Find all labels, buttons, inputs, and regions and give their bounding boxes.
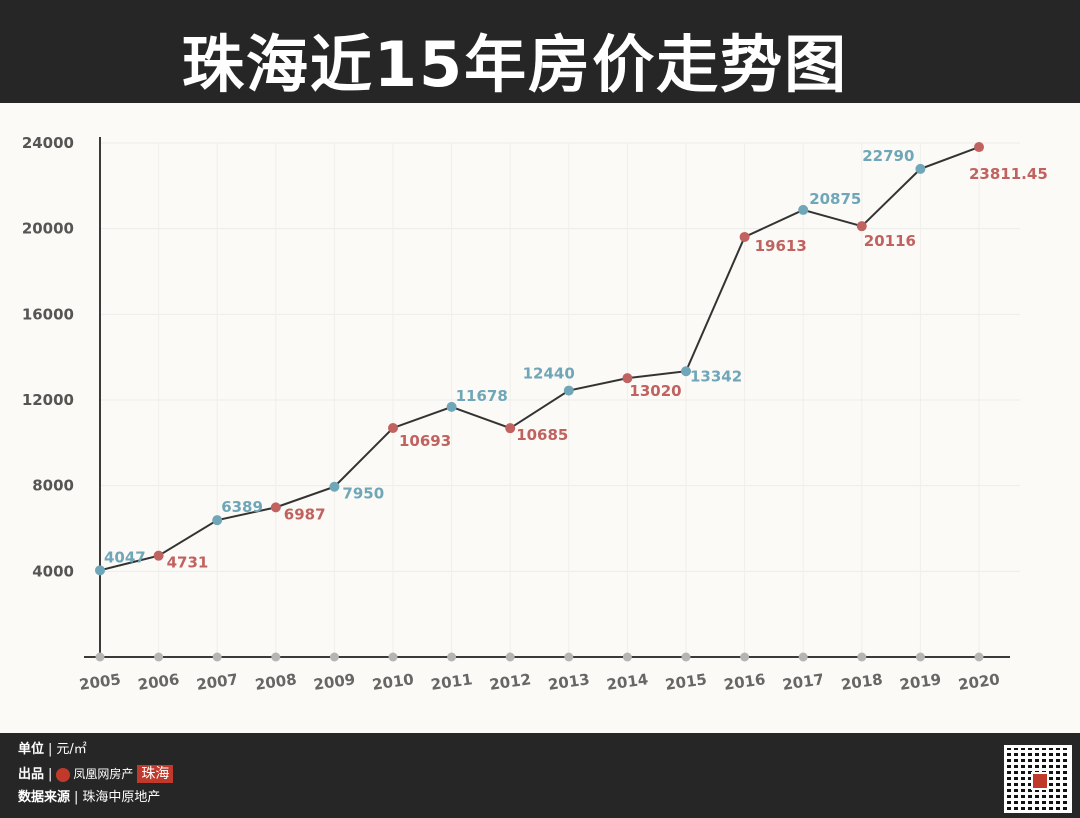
x-tick-dot xyxy=(388,652,398,662)
source-row: 数据来源 | 珠海中原地产 xyxy=(18,788,160,808)
data-label: 4731 xyxy=(167,554,209,572)
footer: 单位 | 元/㎡ 出品 | 凤凰网房产 珠海 数据来源 | 珠海中原地产 xyxy=(0,733,1080,818)
producer-key: 出品 xyxy=(18,767,45,782)
data-label: 4047 xyxy=(104,548,146,566)
data-point xyxy=(974,142,984,153)
x-tick-label: 2013 xyxy=(547,670,591,694)
x-tick-label: 2006 xyxy=(137,670,181,694)
x-tick-dot xyxy=(212,652,222,662)
data-label: 12440 xyxy=(523,365,575,383)
x-tick-dot xyxy=(798,652,808,662)
data-label: 22790 xyxy=(862,147,914,165)
plot-area: 4000 8000 12000 16000 20000 24000 2005 2006 2007… xyxy=(0,103,1080,733)
data-point xyxy=(739,231,750,242)
source-key: 数据来源 xyxy=(18,790,71,805)
x-tick-dot xyxy=(740,652,750,662)
data-point xyxy=(388,422,398,433)
x-tick-dot xyxy=(95,652,105,662)
data-label: 6987 xyxy=(284,505,326,523)
x-tick-label: 2010 xyxy=(371,670,415,694)
x-tick-label: 2015 xyxy=(664,670,708,694)
x-tick-dot xyxy=(681,652,691,662)
data-label: 7950 xyxy=(342,485,384,503)
qr-code-icon xyxy=(1004,745,1072,813)
x-tick-label: 2008 xyxy=(254,670,298,694)
data-point xyxy=(446,401,457,412)
x-tick-dot xyxy=(329,652,339,662)
unit-key: 单位 xyxy=(18,742,45,757)
data-label: 20875 xyxy=(809,190,861,208)
x-tick-label: 2017 xyxy=(781,670,825,694)
data-point xyxy=(505,423,516,434)
x-tick-label: 2009 xyxy=(312,670,356,694)
y-tick-label: 16000 xyxy=(22,305,74,323)
ifeng-logo-icon xyxy=(56,767,71,782)
source-value: 珠海中原地产 xyxy=(82,790,161,805)
x-tick-label: 2019 xyxy=(898,670,942,694)
data-label: 13020 xyxy=(629,382,681,400)
x-tick-label: 2012 xyxy=(488,670,532,694)
x-tick-dot xyxy=(447,652,457,662)
data-point xyxy=(95,565,105,576)
x-tick-dot xyxy=(154,652,164,662)
separator: | xyxy=(48,767,53,782)
data-label: 10685 xyxy=(516,426,568,444)
separator: | xyxy=(74,790,79,805)
x-tick-dot xyxy=(505,652,515,662)
x-tick-dot xyxy=(271,652,281,662)
separator: | xyxy=(48,742,53,757)
x-tick-dot xyxy=(974,652,984,662)
qr-center-logo xyxy=(1031,772,1049,790)
x-tick-label: 2020 xyxy=(957,670,1001,694)
x-tick-dot xyxy=(564,652,574,662)
data-point xyxy=(798,204,809,215)
x-tick-dot xyxy=(622,652,632,662)
y-tick-label: 24000 xyxy=(22,134,74,152)
x-tick-label: 2014 xyxy=(605,670,649,694)
producer-row: 出品 | 凤凰网房产 珠海 xyxy=(18,764,174,784)
data-label: 20116 xyxy=(864,232,916,250)
x-tick-dot xyxy=(857,652,867,662)
unit-row: 单位 | 元/㎡ xyxy=(18,740,87,760)
x-tick-dot xyxy=(915,652,925,662)
producer-brand: 凤凰网房产 xyxy=(73,767,134,781)
data-label: 23811.45 xyxy=(969,165,1048,183)
data-point xyxy=(856,221,867,232)
producer-tag: 珠海 xyxy=(137,765,174,783)
data-label: 11678 xyxy=(456,387,508,405)
data-label: 6389 xyxy=(221,498,263,516)
y-tick-label: 8000 xyxy=(32,477,74,495)
data-label: 19613 xyxy=(755,237,807,255)
y-tick-label: 12000 xyxy=(22,391,74,409)
y-tick-label: 4000 xyxy=(32,562,74,580)
data-point xyxy=(212,515,223,526)
x-tick-label: 2011 xyxy=(430,670,474,694)
data-point xyxy=(563,385,574,396)
line-chart: 4000 8000 12000 16000 20000 24000 2005 2006 2007… xyxy=(22,134,1048,694)
header-bar: 珠海近15年房价走势图 xyxy=(0,0,1080,103)
y-tick-label: 20000 xyxy=(22,220,74,238)
data-point xyxy=(329,481,340,492)
data-label: 10693 xyxy=(399,432,451,450)
x-tick-label: 2016 xyxy=(723,670,767,694)
data-point xyxy=(153,550,164,561)
x-tick-label: 2005 xyxy=(78,670,122,694)
x-tick-label: 2007 xyxy=(195,670,239,694)
data-point xyxy=(681,366,691,377)
series-line xyxy=(99,146,980,572)
x-tick-label: 2018 xyxy=(840,670,884,694)
unit-value: 元/㎡ xyxy=(56,742,87,757)
data-point xyxy=(270,502,281,513)
data-label: 13342 xyxy=(690,367,742,385)
chart-title: 珠海近15年房价走势图 xyxy=(181,28,849,101)
data-point xyxy=(915,163,926,174)
data-point xyxy=(622,373,633,384)
